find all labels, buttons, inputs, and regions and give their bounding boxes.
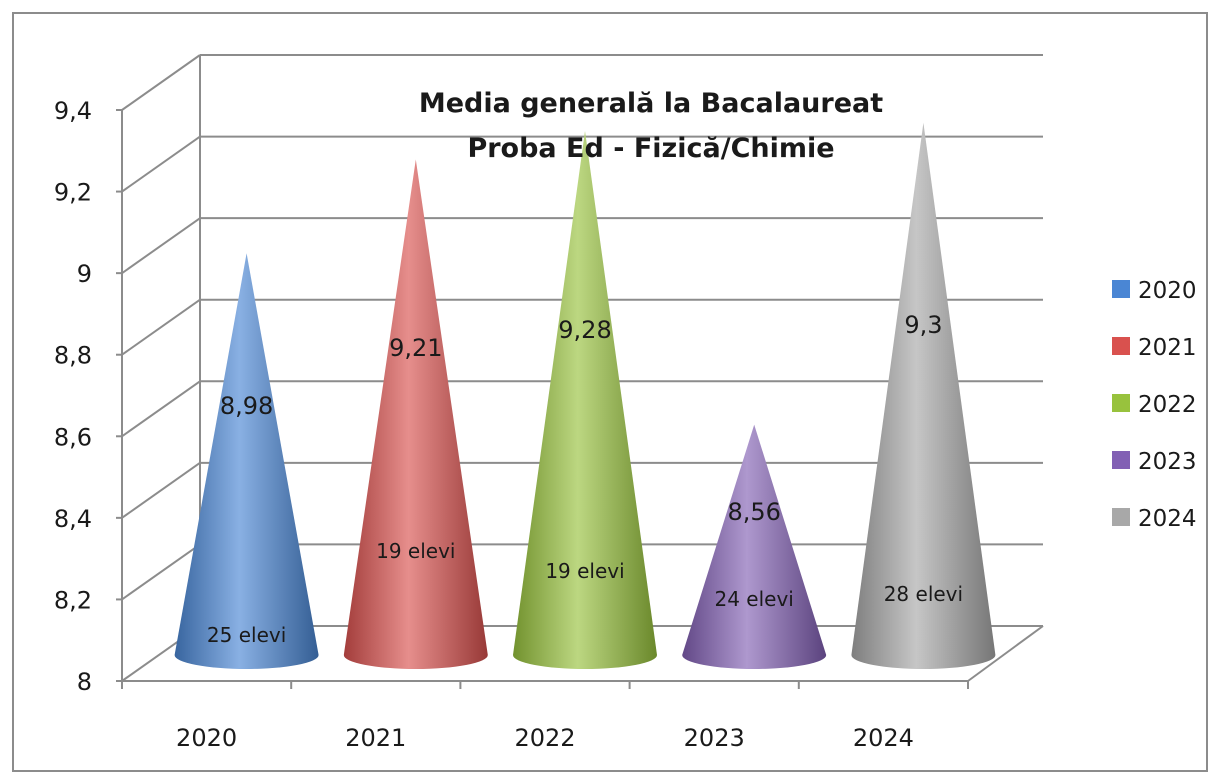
legend-label: 2023 bbox=[1138, 449, 1197, 475]
floor-right-edge bbox=[967, 625, 1044, 682]
legend-swatch bbox=[1112, 394, 1130, 412]
legend-label: 2020 bbox=[1138, 278, 1197, 304]
cone-bar bbox=[174, 253, 319, 670]
cone-bar bbox=[851, 122, 996, 670]
x-tick-label: 2021 bbox=[345, 724, 406, 752]
legend-swatch bbox=[1112, 337, 1130, 355]
legend-label: 2022 bbox=[1138, 392, 1197, 418]
data-label: 9,3 bbox=[904, 311, 942, 339]
y-tick-label: 9,4 bbox=[54, 97, 92, 125]
gridline-diagonal bbox=[121, 543, 201, 601]
cone-bar bbox=[682, 424, 827, 670]
legend-swatch bbox=[1112, 508, 1130, 526]
y-tick-label: 8,4 bbox=[54, 505, 92, 533]
count-label: 25 elevi bbox=[207, 623, 286, 647]
axis-layer: 8 8,2 8,4 8,6 8,8 9 9,2 9,4 2020 2021 2022 2023 2024 bbox=[54, 55, 1044, 752]
x-tick-label: 2023 bbox=[684, 724, 745, 752]
count-label: 19 elevi bbox=[376, 539, 455, 563]
y-tick-label: 8 bbox=[77, 668, 92, 696]
legend-swatch bbox=[1112, 280, 1130, 298]
y-tick-label: 9,2 bbox=[54, 179, 92, 207]
gridline-diagonal bbox=[121, 135, 201, 193]
data-label: 9,21 bbox=[389, 334, 442, 362]
chart-title: Media generală la Bacalaureat bbox=[419, 88, 883, 119]
gridline-diagonal bbox=[121, 462, 201, 519]
data-label: 8,56 bbox=[727, 498, 780, 526]
legend-label: 2024 bbox=[1138, 506, 1197, 532]
gridline-diagonal bbox=[121, 298, 201, 356]
legend: 2020 2021 2022 2023 2024 bbox=[1112, 278, 1197, 532]
gridline-diagonal bbox=[121, 54, 201, 111]
data-label: 8,98 bbox=[220, 392, 273, 420]
cone-bar bbox=[513, 130, 657, 669]
data-label: 9,28 bbox=[558, 316, 611, 344]
x-tick-label: 2022 bbox=[514, 724, 575, 752]
legend-label: 2021 bbox=[1138, 335, 1197, 361]
label-layer: 8,98 25 elevi 9,21 19 elevi 9,28 19 elevi 8,56… bbox=[207, 311, 963, 647]
count-label: 19 elevi bbox=[545, 559, 624, 583]
gridline-diagonal bbox=[121, 217, 201, 274]
count-label: 24 elevi bbox=[715, 587, 794, 611]
cone-layer bbox=[174, 122, 996, 670]
chart-subtitle: Proba Ed - Fizică/Chimie bbox=[467, 133, 834, 164]
x-tick-label: 2024 bbox=[853, 724, 914, 752]
count-label: 28 elevi bbox=[884, 582, 963, 606]
x-tick-label: 2020 bbox=[176, 724, 237, 752]
y-tick-label: 9 bbox=[77, 260, 92, 288]
y-tick-label: 8,2 bbox=[54, 586, 92, 614]
legend-swatch bbox=[1112, 451, 1130, 469]
y-tick-label: 8,6 bbox=[54, 423, 92, 451]
cone-bar bbox=[343, 159, 488, 670]
gridline-diagonal bbox=[121, 380, 201, 438]
y-tick-label: 8,8 bbox=[54, 342, 92, 370]
